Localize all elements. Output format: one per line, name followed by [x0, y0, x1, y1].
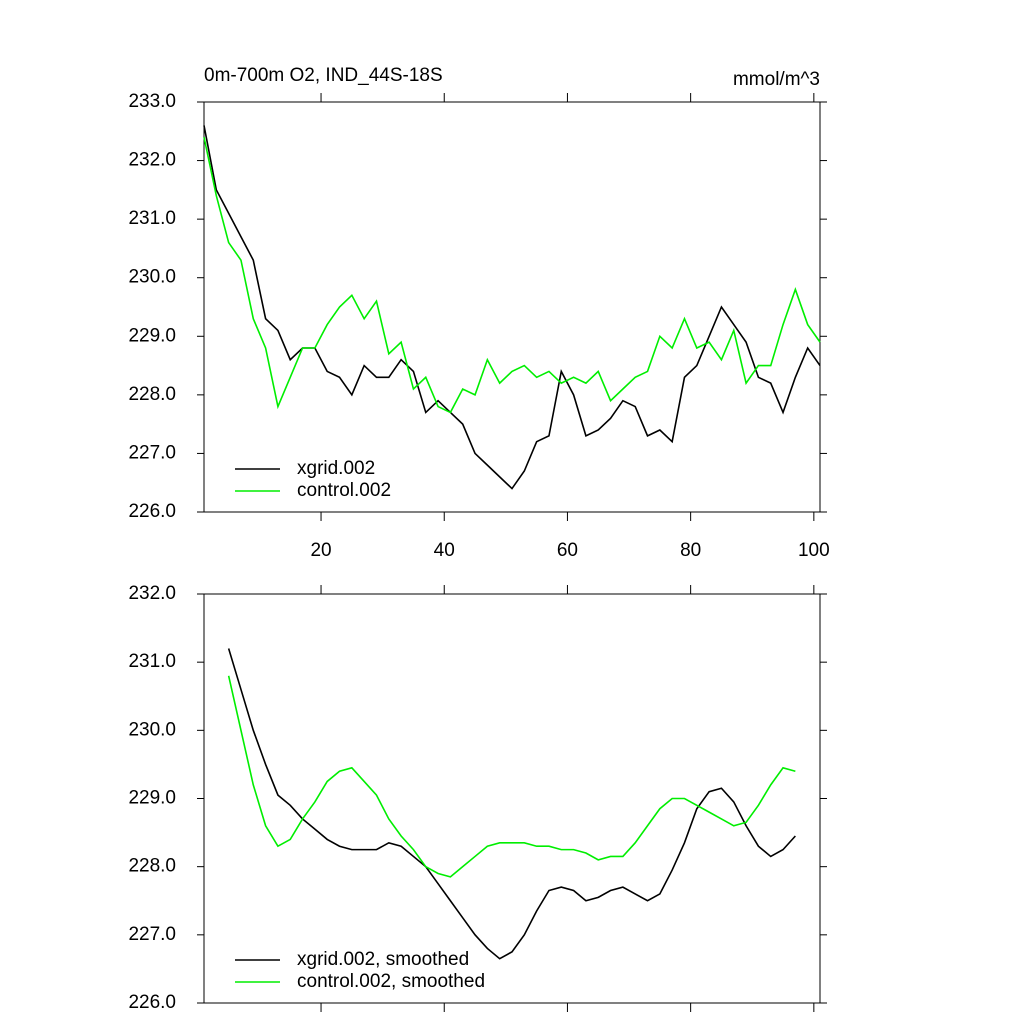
y-tick-label: 233.0 — [128, 91, 176, 112]
y-tick-label: 231.0 — [128, 651, 176, 672]
y-tick-label: 227.0 — [128, 924, 176, 945]
x-tick-label: 100 — [798, 540, 830, 561]
y-tick-label: 226.0 — [128, 992, 176, 1013]
y-tick-label: 227.0 — [128, 442, 176, 463]
y-tick-label: 232.0 — [128, 583, 176, 604]
y-tick-label: 228.0 — [128, 856, 176, 877]
legend-label: xgrid.002 — [297, 458, 375, 479]
chart-title: 0m-700m O2, IND_44S-18S — [204, 65, 443, 86]
legend-label: control.002 — [297, 480, 391, 501]
y-tick-label: 226.0 — [128, 501, 176, 522]
legend-label: control.002, smoothed — [297, 971, 485, 992]
data-line — [227, 675, 796, 878]
y-tick-label: 231.0 — [128, 208, 176, 229]
x-tick-label: 40 — [434, 540, 455, 561]
data-line — [227, 648, 796, 960]
units-label: mmol/m^3 — [733, 69, 820, 90]
x-tick-label: 20 — [310, 540, 331, 561]
y-tick-label: 230.0 — [128, 719, 176, 740]
data-line — [203, 136, 821, 414]
y-tick-label: 229.0 — [128, 325, 176, 346]
y-tick-label: 228.0 — [128, 384, 176, 405]
x-tick-label: 80 — [680, 540, 701, 561]
y-tick-label: 229.0 — [128, 788, 176, 809]
y-tick-label: 230.0 — [128, 267, 176, 288]
plot-frame — [203, 101, 821, 513]
legend-label: xgrid.002, smoothed — [297, 949, 469, 970]
x-tick-label: 60 — [557, 540, 578, 561]
y-tick-label: 232.0 — [128, 150, 176, 171]
